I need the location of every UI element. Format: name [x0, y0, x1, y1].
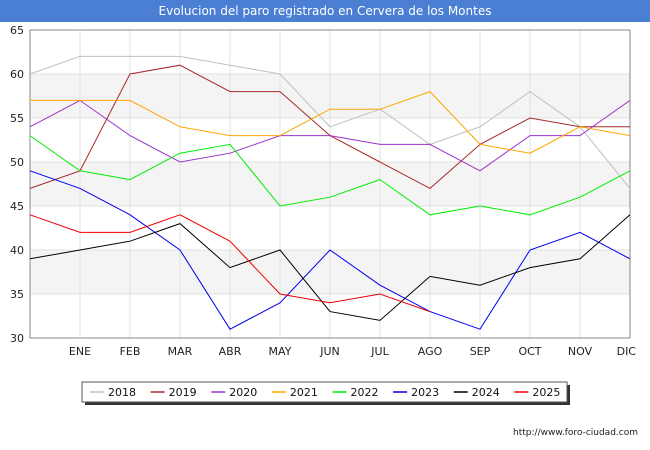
- y-tick-label: 35: [10, 288, 24, 301]
- x-tick-label: MAR: [168, 345, 193, 358]
- source-url: http://www.foro-ciudad.com: [513, 428, 638, 438]
- x-tick-label: NOV: [568, 345, 593, 358]
- x-tick-label: ABR: [219, 345, 242, 358]
- legend: 2018 2019 2020 2021 2022 2023 2024 2025: [81, 381, 570, 405]
- y-tick-label: 30: [10, 332, 24, 345]
- x-tick-label: JUL: [370, 345, 389, 358]
- y-tick-label: 45: [10, 200, 24, 213]
- legend-box: [81, 381, 568, 403]
- chart-title: Evolucion del paro registrado en Cervera…: [0, 0, 650, 22]
- x-tick-label: ENE: [69, 345, 91, 358]
- legend-label-2020: 2020: [229, 386, 257, 399]
- y-tick-label: 60: [10, 68, 24, 81]
- series-line-2024: [29, 214, 631, 321]
- y-tick-label: 40: [10, 244, 24, 257]
- x-tick-label: OCT: [518, 345, 541, 358]
- legend-label-2024: 2024: [472, 386, 500, 399]
- legend-label-2023: 2023: [411, 386, 439, 399]
- series-line-2018: [29, 55, 631, 189]
- legend-label-2019: 2019: [169, 386, 197, 399]
- legend-label-2021: 2021: [290, 386, 318, 399]
- x-tick-label: FEB: [120, 345, 141, 358]
- x-tick-label: SEP: [470, 345, 491, 358]
- series-line-2025: [29, 214, 431, 313]
- series-line-2022: [29, 135, 631, 216]
- x-tick-label: MAY: [269, 345, 292, 358]
- x-tick-label: AGO: [418, 345, 443, 358]
- series-line-2021: [30, 91, 631, 154]
- x-tick-label: JUN: [319, 345, 340, 358]
- y-tick-label: 50: [10, 156, 24, 169]
- legend-label-2025: 2025: [532, 386, 560, 399]
- x-tick-label: DIC: [617, 345, 637, 358]
- legend-label-2022: 2022: [351, 386, 379, 399]
- series-line-2020: [29, 99, 631, 172]
- y-tick-label: 65: [10, 24, 24, 37]
- series-line-2023: [29, 170, 631, 330]
- plot-area: [29, 29, 631, 339]
- y-tick-label: 55: [10, 112, 24, 125]
- legend-label-2018: 2018: [108, 386, 136, 399]
